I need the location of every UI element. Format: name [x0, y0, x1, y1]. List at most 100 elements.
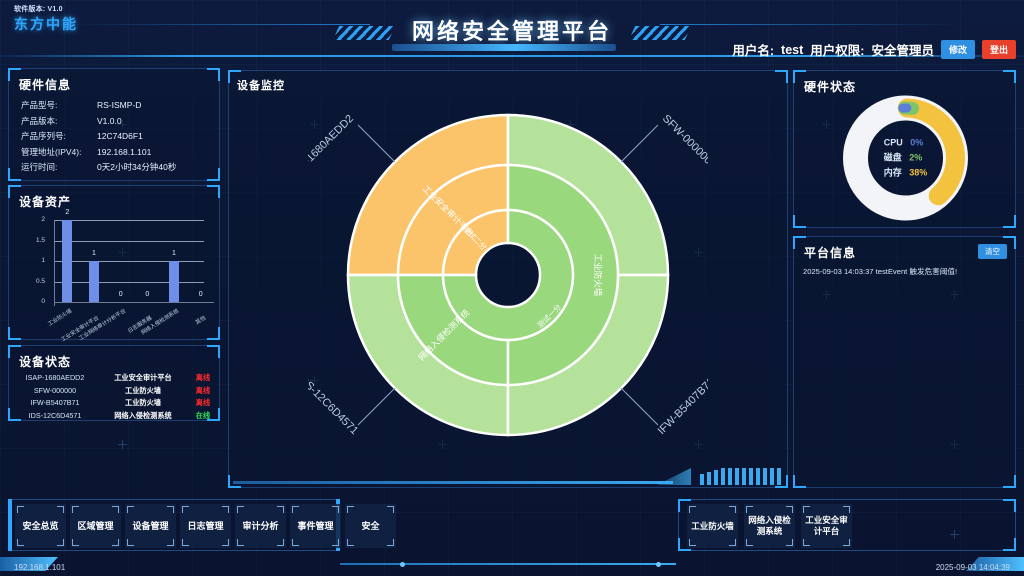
sunburst-inner-group-two[interactable] [441, 208, 510, 277]
corner-decoration [8, 168, 21, 181]
chart-bar[interactable] [62, 220, 73, 302]
nav-item-5[interactable]: 事件管理 [290, 504, 341, 548]
status-badge: 离线 [195, 373, 211, 382]
device-id-cell: IDS-12C6D4571 [28, 410, 82, 420]
device-assets-bar-chart: 0 0.5 1 1.5 2 2 工业防火墙 1 工业安全审计平台 0 工业网络审计分析平台 0 日志服务… [9, 209, 221, 343]
corner-bracket-icon [222, 539, 229, 546]
metric-value-cpu: 0% [910, 137, 924, 148]
footer-wedge-right [966, 557, 1024, 571]
metric-row-disk: 磁盘 2% [884, 151, 928, 166]
corner-bracket-icon [237, 506, 244, 513]
nav-item-6[interactable]: 安全 [345, 504, 396, 548]
chart-bar-value: 1 [92, 250, 96, 257]
device-name-cell: 工业安全审计平台 [114, 373, 172, 382]
logout-button[interactable]: 登出 [981, 40, 1016, 59]
sunburst-leader-line [357, 387, 396, 426]
field-label: 产品序列号: [21, 131, 66, 141]
software-version-label: 软件版本: V1.0 [14, 6, 63, 13]
device-shortcut-2[interactable]: 工业安全审计平台 [801, 504, 852, 548]
monitor-bottom-line [233, 481, 673, 484]
platform-info-panel: 平台信息 清空 2025-09-03 14:03:37 testEvent 触发… [793, 236, 1016, 488]
corner-bracket-icon [689, 539, 696, 546]
metric-row-memory: 内存 38% [884, 166, 928, 181]
nav-item-label: 安全总览 [22, 520, 59, 531]
corner-bracket-icon [57, 506, 64, 513]
chart-y-axis [54, 220, 55, 306]
table-row[interactable]: IDS-12C6D4571 网络入侵检测系统 在线 [9, 410, 221, 423]
corner-bracket-icon [689, 506, 696, 513]
nav-item-label: 区域管理 [77, 520, 114, 531]
hardware-info-row: 产品版本: V1.0.0 [21, 114, 176, 130]
chart-bar[interactable] [169, 261, 179, 302]
nav-edge-left [8, 499, 12, 551]
metric-label-memory: 内存 [883, 167, 902, 178]
sunburst-inner-group-one[interactable] [441, 208, 575, 342]
corner-decoration [1003, 70, 1016, 83]
sunburst-label-isap: ISAP-1680AEDD2 [308, 113, 356, 185]
metric-row-cpu: CPU 0% [884, 136, 928, 151]
chart-gridline [54, 220, 204, 221]
chart-bar[interactable] [89, 261, 99, 302]
table-row[interactable]: SFW-000000 工业防火墙 离线 [9, 385, 221, 398]
table-row[interactable]: ISAP-1680AEDD2 工业安全审计平台 离线 [9, 372, 221, 385]
resource-donut-chart[interactable] [794, 89, 1017, 227]
corner-decoration [228, 475, 241, 488]
platform-info-title: 平台信息 [804, 246, 857, 260]
role-value: 安全管理员 [871, 44, 934, 58]
chart-bar-value: 2 [65, 209, 70, 216]
footer-wedge-left [0, 557, 58, 571]
sunburst-leader-line [620, 124, 659, 163]
corner-bracket-icon [803, 539, 810, 546]
corner-decoration [1003, 538, 1016, 551]
field-label: 运行时间: [21, 162, 58, 172]
header-edge-left [70, 24, 370, 25]
modify-password-button[interactable]: 修改 [940, 40, 975, 59]
field-value: 0天2小时34分钟40秒 [97, 162, 177, 172]
platform-message: 2025-09-03 14:03:37 testEvent 触发危害阈值! [803, 267, 958, 276]
status-badge: 在线 [195, 410, 211, 420]
corner-bracket-icon [786, 539, 793, 546]
corner-bracket-icon [182, 506, 189, 513]
device-shortcut-0[interactable]: 工业防火墙 [687, 504, 738, 548]
nav-item-3[interactable]: 日志管理 [180, 504, 231, 548]
device-name-cell: 网络入侵检测系统 [114, 410, 172, 420]
device-shortcut-1[interactable]: 网络入侵检测系统 [744, 504, 795, 548]
corner-bracket-icon [57, 539, 64, 546]
device-shortcut-label: 工业防火墙 [691, 520, 734, 531]
corner-decoration [207, 168, 220, 181]
corner-bracket-icon [277, 539, 284, 546]
header-accent-bar [392, 44, 616, 51]
chart-y-tick: 0.5 [35, 277, 45, 285]
corner-bracket-icon [332, 539, 339, 546]
footer-line [340, 563, 676, 565]
corner-bracket-icon [746, 506, 753, 513]
metric-value-disk: 2% [909, 152, 923, 163]
sunburst-chart[interactable]: ISAP-1680AEDD2 SFW-000000 IDS-12C6D4571 … [308, 75, 708, 475]
corner-decoration [207, 408, 220, 421]
nav-item-1[interactable]: 区域管理 [70, 504, 121, 548]
corner-decoration [8, 68, 21, 81]
clear-messages-button[interactable]: 清空 [978, 244, 1007, 259]
corner-bracket-icon [167, 506, 174, 513]
hardware-info-title: 硬件信息 [19, 78, 72, 92]
corner-bracket-icon [843, 506, 850, 513]
corner-decoration [207, 68, 220, 81]
chart-bar-value: 0 [118, 291, 123, 298]
page-title: 网络安全管理平台 [411, 19, 612, 44]
corner-bracket-icon [332, 506, 339, 513]
chart-y-tick: 1 [41, 257, 45, 264]
sunburst-leader-line [357, 124, 396, 163]
device-status-title: 设备状态 [19, 355, 72, 369]
nav-item-0[interactable]: 安全总览 [15, 504, 66, 548]
nav-item-label: 审计分析 [242, 520, 279, 531]
corner-decoration [775, 475, 788, 488]
chart-y-tick: 0 [41, 298, 45, 305]
hardware-info-row: 产品序列号: 12C74D6F1 [21, 129, 176, 145]
device-assets-title: 设备资产 [19, 195, 72, 209]
app-footer: 192.168.1.101 2025-09-03 14:04:39 [0, 552, 1024, 576]
table-row[interactable]: IFW-B5407B71 工业防火墙 离线 [9, 397, 221, 410]
corner-bracket-icon [786, 506, 793, 513]
nav-item-2[interactable]: 设备管理 [125, 504, 176, 548]
nav-item-4[interactable]: 审计分析 [235, 504, 286, 548]
hardware-info-list: 产品型号: RS-ISMP-D 产品版本: V1.0.0 产品序列号: 12C7… [21, 98, 176, 176]
